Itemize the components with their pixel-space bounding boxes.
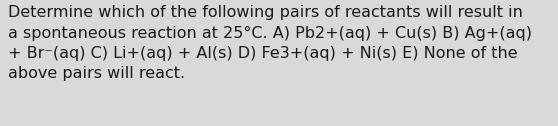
Text: Determine which of the following pairs of reactants will result in
a spontaneous: Determine which of the following pairs o… bbox=[8, 5, 532, 81]
